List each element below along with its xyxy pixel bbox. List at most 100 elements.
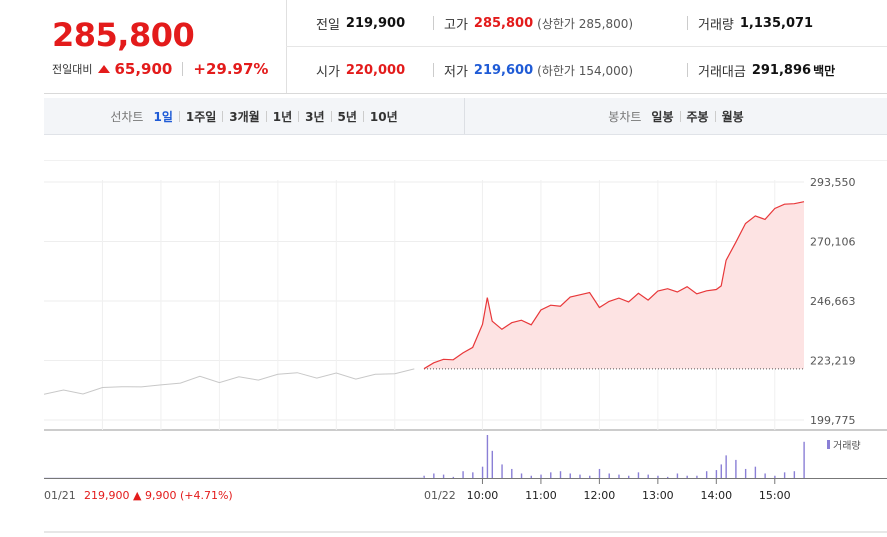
low-cell: 저가 219,600 (하한가 154,000) <box>444 61 633 80</box>
volume-bar <box>676 473 679 478</box>
today-price-area <box>424 201 804 369</box>
prev-day-date: 01/21 <box>44 489 76 502</box>
tab-divider <box>265 110 267 122</box>
tab-line-0[interactable]: 1일 <box>153 109 173 124</box>
x-tick-label: 11:00 <box>525 489 557 502</box>
price-box: 285,800 전일대비 65,900 +29.97% <box>44 0 287 93</box>
volume-bar <box>452 476 455 478</box>
volume-bar <box>511 468 513 478</box>
current-price: 285,800 <box>52 16 195 54</box>
change-value: 65,900 <box>114 60 173 78</box>
tab-line-2[interactable]: 3개월 <box>229 109 260 124</box>
upper-limit-note: (상한가 285,800) <box>537 16 634 31</box>
tab-divider <box>178 110 180 122</box>
open-value: 220,000 <box>345 62 406 78</box>
volume-bar <box>696 475 698 478</box>
volume-bar <box>433 473 435 478</box>
divider <box>433 63 434 77</box>
line-chart-tabs: 선차트 1일 1주일 3개월 1년 3년 5년 10년 <box>44 98 465 134</box>
trade-value-label: 거래대금 <box>698 64 746 80</box>
volume-bar <box>589 475 591 478</box>
y-tick-label: 199,775 <box>810 414 856 427</box>
volume-bar <box>550 472 552 478</box>
volume-bar <box>666 476 669 478</box>
volume-bar <box>725 455 727 478</box>
tab-line-1[interactable]: 1주일 <box>185 109 217 124</box>
volume-legend-swatch <box>827 440 830 449</box>
volume-bar <box>579 474 581 478</box>
quote-stats: 전일 219,900 고가 285,800 (상한가 285,800) 거래량 … <box>286 0 887 93</box>
volume-bar <box>423 475 425 478</box>
divider <box>687 63 688 77</box>
volume-legend-label: 거래량 <box>833 440 861 452</box>
high-cell: 고가 285,800 (상한가 285,800) <box>444 14 633 33</box>
prev-close-value: 219,900 <box>345 15 406 31</box>
x-tick-label: 14:00 <box>700 489 732 502</box>
volume-bar <box>472 472 474 478</box>
open-label: 시가 <box>316 64 340 80</box>
volume-cell: 거래량 1,135,071 <box>698 14 813 33</box>
y-tick-label: 223,219 <box>810 355 856 368</box>
candle-chart-tabs: 봉차트 일봉 주봉 월봉 <box>465 98 887 134</box>
high-value: 285,800 <box>473 15 534 31</box>
stats-row-2: 시가 220,000 저가 219,600 (하한가 154,000) 거래대금… <box>286 47 887 93</box>
tab-candle-2[interactable]: 월봉 <box>721 109 744 124</box>
tab-line-3[interactable]: 1년 <box>272 109 293 124</box>
today-price-line <box>423 201 805 370</box>
volume-bar <box>657 475 659 478</box>
trade-value-unit: 백만 <box>813 63 836 78</box>
volume-bar <box>442 474 445 478</box>
tab-divider <box>679 110 681 122</box>
low-label: 저가 <box>444 64 468 80</box>
volume-bar <box>774 475 776 478</box>
volume-bar <box>520 473 523 478</box>
volume-bar <box>486 435 489 478</box>
x-tick-label: 10:00 <box>467 489 499 502</box>
tab-line-4[interactable]: 3년 <box>305 109 325 124</box>
intraday-chart: 293,550 270,106 246,663 223,219 199,775 거래량 10… <box>43 159 887 533</box>
lower-limit-note: (하한가 154,000) <box>537 63 634 78</box>
prev-day-change: ▲ 9,900 (+4.71%) <box>133 489 233 502</box>
volume-bar <box>481 466 484 478</box>
volume-bar <box>569 473 571 478</box>
tab-line-6[interactable]: 10년 <box>369 109 398 124</box>
low-value: 219,600 <box>473 62 534 78</box>
tab-candle-0[interactable]: 일봉 <box>651 109 674 124</box>
trade-value-cell: 거래대금 291,896 백만 <box>698 61 835 80</box>
y-tick-label: 270,106 <box>810 236 856 249</box>
trade-value-value: 291,896 <box>751 62 812 78</box>
volume-bar <box>608 473 610 478</box>
line-chart-title: 선차트 <box>110 109 144 124</box>
volume-bar <box>598 468 601 478</box>
volume-bar <box>628 475 630 478</box>
stats-row-1: 전일 219,900 고가 285,800 (상한가 285,800) 거래량 … <box>286 0 887 47</box>
volume-bar <box>540 474 542 478</box>
price-chart-area: 293,550 270,106 246,663 223,219 199,775 거래량 10… <box>43 159 887 533</box>
y-tick-label: 293,550 <box>810 176 856 189</box>
change-label: 전일대비 <box>52 63 93 76</box>
divider <box>433 16 434 30</box>
y-tick-label: 246,663 <box>810 295 856 308</box>
volume-bar <box>686 475 688 478</box>
volume-bar <box>705 471 708 478</box>
volume-bar <box>559 471 562 478</box>
open-cell: 시가 220,000 <box>316 61 405 80</box>
tab-candle-1[interactable]: 주봉 <box>686 109 709 124</box>
volume-bar <box>793 471 796 478</box>
tab-line-5[interactable]: 5년 <box>337 109 357 124</box>
divider <box>182 62 184 76</box>
quote-summary: 285,800 전일대비 65,900 +29.97% 전일 219,900 고… <box>44 0 887 94</box>
prev-close-label: 전일 <box>316 17 340 33</box>
volume-label: 거래량 <box>698 17 734 33</box>
volume-bar <box>530 475 532 478</box>
up-arrow-icon <box>98 65 111 73</box>
tab-divider <box>362 110 364 122</box>
volume-bar <box>735 459 737 478</box>
candle-chart-title: 봉차트 <box>608 109 642 124</box>
period-tabs: 선차트 1일 1주일 3개월 1년 3년 5년 10년 봉차트 일봉 주봉 월봉 <box>44 98 887 135</box>
volume-bar <box>491 450 494 478</box>
tab-divider <box>330 110 332 122</box>
volume-bar <box>715 470 718 478</box>
change-percent: +29.97% <box>193 60 269 78</box>
high-label: 고가 <box>444 17 468 33</box>
